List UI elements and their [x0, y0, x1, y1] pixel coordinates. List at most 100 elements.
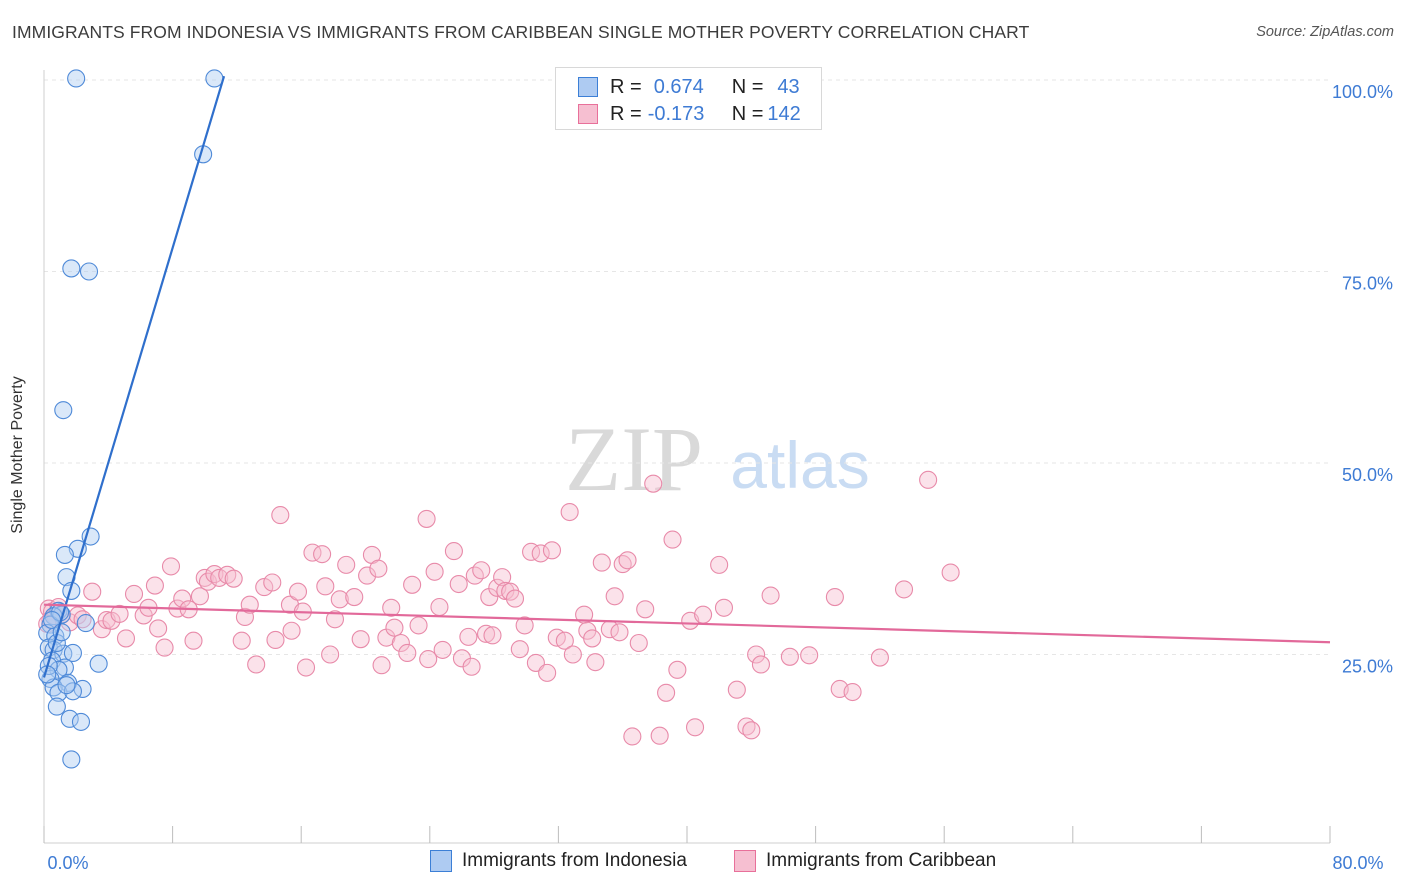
caribbean-point: [623, 727, 642, 746]
y-tick-label: 100.0%: [1332, 82, 1393, 102]
indonesia-point: [89, 654, 108, 673]
legend-n-value: 142: [767, 102, 801, 125]
caribbean-point: [271, 506, 290, 525]
caribbean-point: [592, 553, 611, 572]
x-tick-labels: 0.0% 80.0%: [47, 853, 1383, 873]
caribbean-point: [83, 582, 102, 601]
caribbean-point: [605, 587, 624, 606]
indonesia-trend-line: [42, 75, 226, 678]
caribbean-point: [780, 647, 799, 666]
caribbean-point: [505, 589, 525, 608]
watermark: ZIP atlas: [565, 408, 870, 510]
caribbean-point: [110, 604, 129, 623]
x-tick-label-max: 80.0%: [1332, 853, 1383, 873]
caribbean-point: [391, 633, 410, 653]
legend-label-indonesia: Immigrants from Indonesia: [462, 850, 687, 871]
indonesia-point: [57, 676, 76, 695]
y-tick-labels: 25.0% 50.0% 75.0% 100.0%: [1332, 82, 1393, 677]
caribbean-point: [650, 726, 669, 745]
caribbean-point: [586, 653, 605, 672]
caribbean-point: [345, 587, 364, 607]
y-tick-label: 50.0%: [1342, 465, 1393, 485]
stats-legend-row-caribbean: R = -0.173 N = 142: [578, 101, 801, 127]
caribbean-point: [321, 645, 340, 664]
caribbean-point: [636, 600, 655, 619]
caribbean-point: [610, 623, 629, 642]
caribbean-point: [483, 626, 502, 645]
indonesia-point: [47, 697, 66, 716]
caribbean-point: [161, 557, 181, 576]
y-axis-label: Single Mother Poverty: [9, 376, 26, 534]
caribbean-point: [515, 616, 534, 635]
legend-swatch-pink: [578, 104, 598, 124]
caribbean-point: [522, 542, 541, 561]
caribbean-point: [398, 643, 417, 663]
caribbean-point: [337, 555, 356, 574]
caribbean-point: [496, 581, 515, 600]
caribbean-point: [358, 566, 377, 585]
caribbean-point: [870, 648, 889, 667]
caribbean-point: [629, 633, 648, 653]
legend-label-caribbean: Immigrants from Caribbean: [766, 850, 997, 871]
legend-item-caribbean[interactable]: Immigrants from Caribbean: [734, 850, 996, 872]
indonesia-point: [55, 545, 74, 564]
watermark-atlas: atlas: [730, 428, 869, 502]
caribbean-point: [555, 631, 574, 650]
caribbean-point: [145, 576, 164, 595]
y-tick-label: 75.0%: [1342, 274, 1393, 294]
caribbean-point: [433, 640, 452, 659]
caribbean-point: [224, 569, 243, 588]
caribbean-point: [563, 645, 582, 664]
caribbean-point: [155, 638, 174, 657]
stats-legend: R = 0.674 N = 43 R = -0.173 N = 142: [555, 67, 822, 130]
indonesia-point: [54, 401, 73, 420]
caribbean-point: [459, 627, 478, 646]
caribbean-point: [531, 544, 550, 563]
caribbean-point: [173, 589, 192, 608]
caribbean-point: [714, 598, 734, 617]
caribbean-point: [385, 618, 404, 637]
caribbean-point: [124, 584, 144, 604]
indonesia-point: [62, 259, 81, 278]
caribbean-point: [288, 582, 308, 601]
indonesia-point: [52, 623, 71, 642]
caribbean-point: [472, 561, 491, 580]
caribbean-point: [919, 470, 938, 489]
chart-title: IMMIGRANTS FROM INDONESIA VS IMMIGRANTS …: [12, 22, 1030, 42]
caribbean-point: [668, 660, 687, 679]
caribbean-point: [843, 682, 862, 702]
series-legend: Immigrants from Indonesia Immigrants fro…: [0, 850, 1406, 878]
caribbean-point: [742, 721, 761, 740]
watermark-zip: ZIP: [565, 408, 703, 510]
caribbean-point: [825, 587, 844, 607]
caribbean-point: [710, 555, 729, 574]
axes: [43, 70, 1331, 844]
legend-swatch-blue: [430, 850, 452, 872]
caribbean-point: [747, 645, 766, 664]
caribbean-point: [644, 474, 663, 493]
caribbean-point: [663, 530, 682, 549]
legend-n-label: N =: [731, 102, 764, 125]
caribbean-point: [330, 590, 349, 609]
caribbean-point: [409, 616, 428, 635]
caribbean-point: [403, 575, 422, 594]
caribbean-point: [313, 545, 332, 564]
indonesia-point: [205, 69, 224, 88]
caribbean-point: [417, 509, 436, 528]
caribbean-point: [372, 656, 391, 675]
caribbean-point: [198, 572, 218, 591]
indonesia-point: [67, 69, 86, 88]
caribbean-point: [232, 631, 251, 650]
caribbean-point: [325, 610, 345, 629]
legend-item-indonesia[interactable]: Immigrants from Indonesia: [430, 850, 687, 872]
legend-swatch-pink: [734, 850, 756, 872]
caribbean-point: [430, 597, 449, 617]
caribbean-point: [116, 629, 136, 648]
caribbean-point: [618, 551, 637, 570]
indonesia-point: [62, 750, 81, 769]
trend-lines: [42, 75, 1331, 678]
caribbean-point: [419, 650, 438, 669]
caribbean-point: [583, 629, 602, 648]
caribbean-point: [449, 574, 468, 594]
caribbean-point: [894, 580, 914, 599]
